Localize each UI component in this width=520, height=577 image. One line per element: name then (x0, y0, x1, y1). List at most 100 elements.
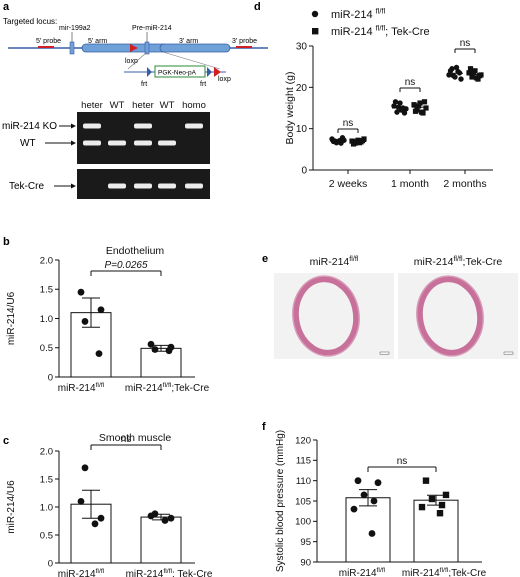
arm-3-label: 3' arm (179, 38, 198, 45)
loxp-top-triangle (130, 44, 138, 52)
data-point (368, 530, 376, 537)
data-point (97, 514, 105, 522)
data-point (421, 99, 428, 105)
data-point (473, 75, 480, 81)
tek-band (134, 183, 152, 189)
legend-label-base: miR-214 (331, 9, 376, 21)
lane-label: homo (182, 100, 206, 111)
neo-box (154, 65, 206, 78)
sig-annotation: ns (343, 118, 354, 129)
bar (413, 499, 459, 563)
data-point (469, 74, 475, 80)
tek-band (158, 183, 176, 189)
x-category-label: miR-214fl/fl (58, 382, 105, 394)
probe-5-label: 5' probe (36, 38, 61, 45)
y-tick-label: 0 (48, 372, 53, 383)
gel-bands (83, 123, 203, 189)
x-category-label: miR-214fl/fl (58, 568, 105, 577)
data-point (167, 514, 175, 522)
sig-annotation: P=0.0265 (104, 260, 148, 271)
wt-band (158, 140, 176, 146)
x-category-label: miR-214fl/fl (339, 567, 386, 577)
x-category-label: miR-214fl/fl;Tek-Cre (125, 382, 210, 394)
legend-label-base: miR-214 (331, 26, 376, 38)
loxp-top-label: loxp (125, 58, 138, 65)
x-category-label-sup: fl/fl (377, 567, 386, 574)
tek-band (108, 183, 126, 189)
data-point (356, 140, 363, 146)
data-point (165, 347, 173, 355)
insert-line-right (162, 51, 221, 70)
neo-label: PGK-Neo-pA (158, 70, 197, 77)
data-point (161, 517, 169, 524)
data-point (397, 100, 403, 106)
x-category-label-suffix: ;Tek-Cre (171, 383, 209, 394)
lane-label: heter (132, 100, 154, 111)
tek-row-label: Tek-Cre (9, 181, 44, 192)
data-point (412, 108, 419, 114)
ko-band (134, 123, 152, 129)
sig-annotation: ns (405, 77, 416, 88)
chart-title: Endothelium (106, 245, 165, 257)
mir199a2-label: mir-199a2 (59, 25, 91, 32)
scale-bar (379, 351, 390, 355)
bar (140, 516, 182, 564)
artery-wall (416, 276, 484, 356)
legend-label-suffix: ; Tek-Cre (385, 26, 429, 38)
data-point (470, 69, 477, 75)
data-point (447, 68, 454, 74)
artery-wall (292, 276, 360, 356)
y-tick-label: 30 (296, 42, 308, 53)
data-point (97, 306, 105, 314)
bar (140, 347, 182, 378)
x-category-label-sup: fl/fl (163, 568, 172, 575)
panel-c-letter: c (3, 435, 9, 447)
arm-5-bar (81, 43, 169, 53)
histology-label: miR-214fl/fl;Tek-Cre (414, 255, 503, 268)
x-category-label-suffix: ;Tek-Cre (448, 568, 486, 577)
y-tick-label: 100 (295, 517, 311, 528)
x-category-label-sup: fl/fl (440, 567, 449, 574)
tek-band (185, 183, 203, 189)
x-category-label-base: miR-214 (402, 568, 440, 577)
histology-label-base: miR-214 (414, 256, 454, 268)
data-point (453, 64, 460, 71)
histology-label-sup: fl/fl (349, 255, 359, 263)
wt-row-label: WT (20, 138, 36, 149)
gel-arrows (45, 123, 76, 189)
data-point (394, 109, 400, 115)
histology-label-base: miR-214 (310, 256, 350, 268)
panel-b-letter: b (3, 236, 10, 248)
y-tick-label: 0.5 (40, 343, 53, 354)
data-point (370, 497, 378, 505)
sig-annotation: ns (121, 434, 132, 445)
chart-endothelium: Endothelium 0 0.5 1.0 1.5 2.0 miR-214/U6 miR-21… (6, 245, 210, 394)
data-point (391, 103, 397, 109)
data-point (81, 464, 89, 472)
ko-band (83, 123, 101, 129)
y-tick-label: 10 (296, 124, 308, 135)
y-tick-label: 90 (300, 557, 311, 568)
x-category-label-base: miR-214 (339, 568, 377, 577)
y-tick-label: 110 (296, 476, 311, 487)
data-point (442, 491, 450, 499)
x-category-label-base: miR-214 (125, 383, 163, 394)
lane-label: heter (81, 100, 103, 111)
data-point (360, 491, 368, 499)
scale-bar (503, 351, 514, 355)
panel-a-letter: a (3, 1, 10, 13)
y-axis-label: Body weight (g) (284, 72, 296, 145)
data-point (77, 498, 85, 505)
data-point (450, 73, 457, 79)
y-tick-label: 2.0 (40, 446, 53, 457)
data-point (350, 141, 357, 147)
lane-label: WT (160, 100, 175, 111)
adventitia-ring (292, 275, 360, 357)
chart-blood-pressure: 90 95 100 105 110 115 120 Systolic blood pressu… (275, 430, 487, 577)
probe-3-label: 3' probe (232, 38, 257, 45)
data-point (151, 346, 159, 353)
data-point (438, 501, 446, 509)
y-axis-label: miR-214/U6 (6, 291, 17, 345)
data-point (428, 495, 436, 503)
histology-image (398, 273, 518, 359)
